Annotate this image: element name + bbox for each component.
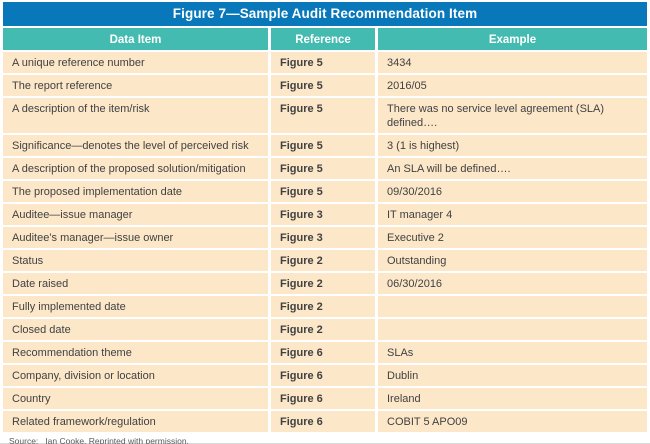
row-example: Ireland (378, 388, 647, 409)
table-body: A unique reference number Figure 5 3434 The… (3, 52, 647, 432)
row-data-item: Closed date (3, 319, 268, 340)
row-data-item: Auditee’s manager—issue owner (3, 227, 268, 248)
table-row: Auditee’s manager—issue owner Figure 3 Exe… (3, 227, 647, 248)
row-example: Executive 2 (378, 227, 647, 248)
row-example: IT manager 4 (378, 204, 647, 225)
row-example: Outstanding (378, 250, 647, 271)
row-reference: Figure 5 (271, 75, 375, 96)
row-reference: Figure 6 (271, 365, 375, 386)
row-data-item: Significance—denotes the level of percei… (3, 135, 268, 156)
column-header-data-item: Data Item (3, 28, 268, 50)
table-row: The proposed implementation date Figure 5… (3, 181, 647, 202)
table-row: Company, division or location Figure 6 Dub… (3, 365, 647, 386)
table-row: A unique reference number Figure 5 3434 (3, 52, 647, 73)
row-data-item: A description of the item/risk (3, 98, 268, 133)
table-row: Significance—denotes the level of percei… (3, 135, 647, 156)
table-row: Status Figure 2 Outstanding (3, 250, 647, 271)
source-label: Source: (9, 436, 39, 444)
figure-title-bar: Figure 7—Sample Audit Recommendation Ite… (3, 2, 647, 26)
row-reference: Figure 5 (271, 158, 375, 179)
row-reference: Figure 2 (271, 273, 375, 294)
row-example: Dublin (378, 365, 647, 386)
row-data-item: Auditee—issue manager (3, 204, 268, 225)
row-data-item: Date raised (3, 273, 268, 294)
row-data-item: A description of the proposed solution/m… (3, 158, 268, 179)
column-header-reference: Reference (271, 28, 375, 50)
row-data-item: Recommendation theme (3, 342, 268, 363)
row-data-item: Related framework/regulation (3, 411, 268, 432)
row-reference: Figure 2 (271, 296, 375, 317)
row-data-item: Company, division or location (3, 365, 268, 386)
row-data-item: Country (3, 388, 268, 409)
row-reference: Figure 6 (271, 342, 375, 363)
row-data-item: A unique reference number (3, 52, 268, 73)
table-row: Country Figure 6 Ireland (3, 388, 647, 409)
row-example: There was no service level agreement (SL… (378, 98, 647, 133)
table-row: Recommendation theme Figure 6 SLAs (3, 342, 647, 363)
row-reference: Figure 3 (271, 227, 375, 248)
table-row: Closed date Figure 2 (3, 319, 647, 340)
row-data-item: The report reference (3, 75, 268, 96)
row-example: 06/30/2016 (378, 273, 647, 294)
table-row: A description of the item/risk Figure 5 Th… (3, 98, 647, 133)
row-data-item: Status (3, 250, 268, 271)
audit-recommendation-table: Data Item Reference Example A unique ref… (3, 28, 647, 432)
figure-title: Figure 7—Sample Audit Recommendation Ite… (172, 6, 478, 21)
table-row: Fully implemented date Figure 2 (3, 296, 647, 317)
row-reference: Figure 6 (271, 388, 375, 409)
row-example: COBIT 5 APO09 (378, 411, 647, 432)
row-example: 3 (1 is highest) (378, 135, 647, 156)
table-header-row: Data Item Reference Example (3, 28, 647, 50)
row-reference: Figure 2 (271, 319, 375, 340)
row-reference: Figure 2 (271, 250, 375, 271)
table-row: Auditee—issue manager Figure 3 IT manager … (3, 204, 647, 225)
row-example: SLAs (378, 342, 647, 363)
row-example (378, 296, 647, 317)
row-data-item: Fully implemented date (3, 296, 268, 317)
row-reference: Figure 5 (271, 181, 375, 202)
table-row: The report reference Figure 5 2016/05 (3, 75, 647, 96)
column-header-example: Example (378, 28, 647, 50)
source-note: Source: Ian Cooke. Reprinted with permiss… (3, 436, 647, 444)
source-text: Ian Cooke. Reprinted with permission. (45, 436, 189, 444)
row-example: 3434 (378, 52, 647, 73)
row-reference: Figure 5 (271, 52, 375, 73)
row-data-item: The proposed implementation date (3, 181, 268, 202)
row-example: 09/30/2016 (378, 181, 647, 202)
table-row: Related framework/regulation Figure 6 COBI… (3, 411, 647, 432)
row-reference: Figure 5 (271, 135, 375, 156)
row-reference: Figure 6 (271, 411, 375, 432)
table-row: A description of the proposed solution/m… (3, 158, 647, 179)
row-reference: Figure 3 (271, 204, 375, 225)
row-example: 2016/05 (378, 75, 647, 96)
row-example (378, 319, 647, 340)
table-row: Date raised Figure 2 06/30/2016 (3, 273, 647, 294)
row-example: An SLA will be defined…. (378, 158, 647, 179)
row-reference: Figure 5 (271, 98, 375, 133)
